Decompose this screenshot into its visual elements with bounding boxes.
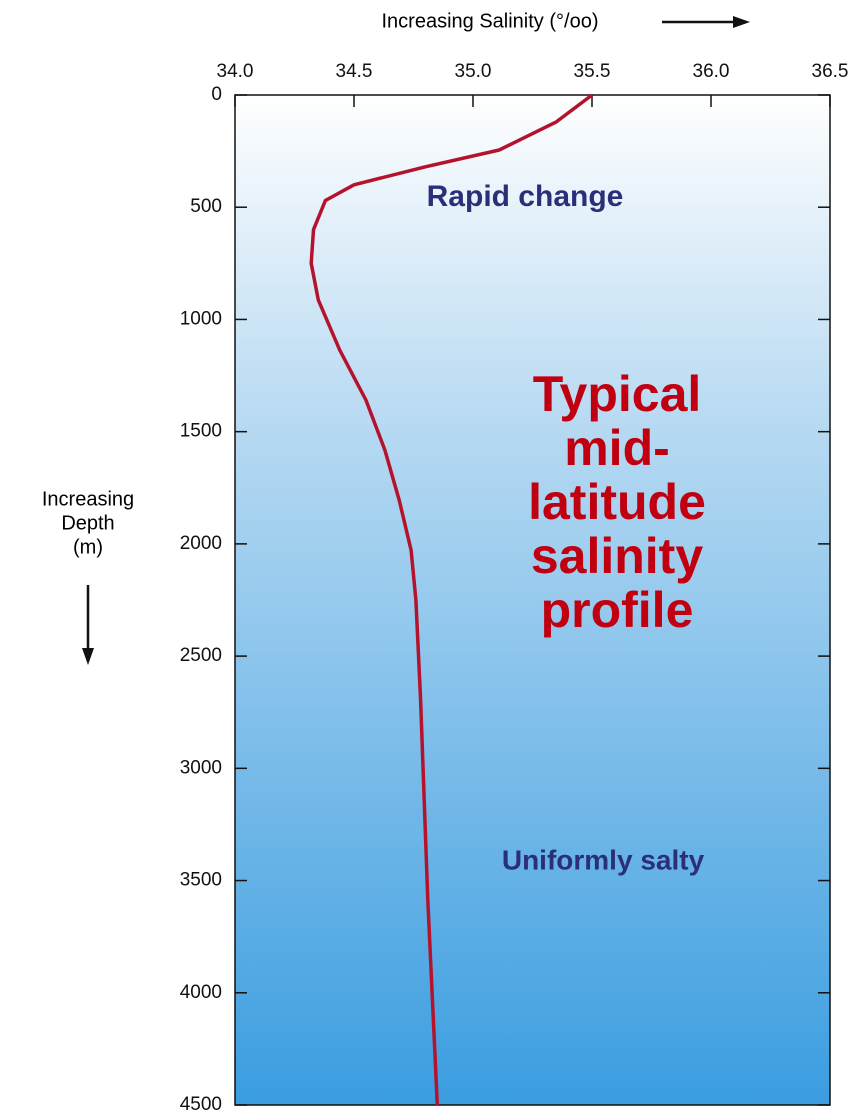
annotation: latitude <box>528 474 706 530</box>
y-tick-label: 1500 <box>180 421 222 442</box>
y-axis-title: (m) <box>73 536 103 558</box>
annotation: Rapid change <box>427 180 624 213</box>
annotation: salinity <box>531 528 703 584</box>
x-axis-title: Increasing Salinity (°/oo) <box>382 10 599 32</box>
title-arrow <box>662 16 750 28</box>
salinity-line <box>309 93 594 1106</box>
y-tick-label: 0 <box>211 84 222 105</box>
annotation: profile <box>541 582 694 638</box>
depth-arrow <box>82 585 94 665</box>
y-tick-label: 3500 <box>180 870 222 891</box>
plot-area <box>234 94 831 1106</box>
annotation: Uniformly salty <box>502 844 705 875</box>
x-tick-label: 35.0 <box>455 61 492 82</box>
x-tick-label: 36.5 <box>812 61 849 82</box>
x-tick-label: 35.5 <box>574 61 611 82</box>
y-axis-title: Increasing <box>42 488 134 510</box>
x-tick-label: 36.0 <box>693 61 730 82</box>
y-tick-label: 4500 <box>180 1094 222 1112</box>
x-tick-label: 34.0 <box>217 61 254 82</box>
annotation: Typical <box>533 366 702 422</box>
y-tick-label: 4000 <box>180 982 222 1003</box>
x-tick-label: 34.5 <box>336 61 373 82</box>
y-tick-label: 3000 <box>180 757 222 778</box>
y-tick-label: 2500 <box>180 645 222 666</box>
y-tick-label: 500 <box>190 196 222 217</box>
y-axis-title: Depth <box>61 512 114 534</box>
annotation: mid- <box>564 420 670 476</box>
y-tick-label: 2000 <box>180 533 222 554</box>
y-tick-label: 1000 <box>180 308 222 329</box>
